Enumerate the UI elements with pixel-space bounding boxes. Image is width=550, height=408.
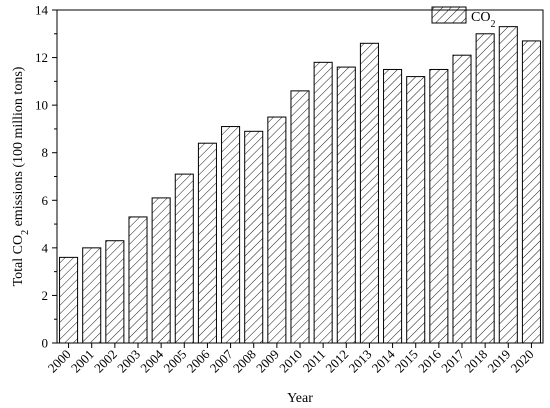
y-axis-title-subscript: 2	[20, 230, 31, 235]
x-tick-label: 2004	[137, 346, 166, 375]
bar-2008	[244, 130, 264, 344]
x-tick-label: 2016	[415, 346, 444, 375]
x-tick-label: 2013	[346, 347, 375, 376]
bars	[59, 26, 541, 344]
x-tick-label: 2008	[230, 347, 259, 376]
bar-2019	[498, 26, 518, 344]
bar-2018	[475, 33, 495, 344]
x-tick-label: 2010	[276, 347, 305, 376]
y-tick-label: 4	[42, 240, 49, 255]
bar-2001	[82, 247, 102, 344]
y-tick-label: 12	[35, 50, 48, 65]
x-axis-title: Year	[287, 391, 313, 406]
legend-label: CO2	[471, 10, 495, 30]
bar-2003	[128, 216, 148, 344]
plot-frame	[56, 9, 544, 344]
bar-2015	[406, 76, 426, 344]
x-tick-label: 2019	[484, 347, 513, 376]
legend: CO2	[431, 6, 495, 30]
x-tick-label: 2000	[45, 347, 74, 376]
bar-2005	[174, 173, 194, 344]
bar-2016	[429, 68, 449, 344]
bar-2014	[383, 68, 403, 344]
bar-2012	[336, 66, 356, 344]
x-tick-label: 2017	[438, 346, 467, 375]
y-tick-label: 14	[35, 3, 49, 18]
bar-2013	[359, 42, 379, 344]
x-tick-label: 2009	[253, 347, 282, 376]
bar-2011	[313, 61, 333, 344]
x-tick-label: 2018	[461, 347, 490, 376]
x-tick-label: 2014	[369, 346, 398, 375]
y-axis-title: Total CO2 emissions (100 million tons)	[11, 66, 31, 286]
legend-swatch	[431, 6, 467, 24]
x-tick-label: 2011	[300, 347, 329, 376]
y-tick-label: 2	[42, 288, 49, 303]
bar-2004	[151, 197, 171, 344]
y-tick-label: 6	[42, 193, 49, 208]
x-tick-label: 2020	[508, 347, 537, 376]
x-tick-label: 2012	[322, 347, 351, 376]
x-tick-label: 2001	[68, 347, 97, 376]
y-tick-label: 10	[35, 98, 48, 113]
legend-label-main: CO	[471, 10, 490, 25]
x-axis-ticks: 2000200120022003200420052006200720082009…	[45, 343, 537, 376]
y-tick-label: 8	[42, 145, 49, 160]
x-tick-label: 2015	[392, 347, 421, 376]
bar-2010	[290, 90, 310, 344]
bar-2007	[221, 126, 241, 344]
bar-2020	[521, 40, 541, 344]
x-tick-label: 2005	[160, 347, 189, 376]
x-tick-label: 2002	[91, 347, 120, 376]
bar-2006	[197, 142, 217, 344]
legend-label-subscript: 2	[490, 19, 495, 30]
y-axis-ticks: 0 2 4 6 8 10 12 14	[35, 3, 57, 351]
bar-2009	[267, 116, 287, 344]
bar-2000	[59, 256, 79, 344]
x-tick-label: 2006	[184, 346, 213, 375]
x-tick-label: 2007	[207, 346, 236, 375]
y-tick-label: 0	[42, 336, 49, 351]
y-axis-title-suffix: emissions (100 million tons)	[11, 66, 26, 230]
y-axis-title-prefix: Total CO	[11, 235, 26, 287]
x-tick-label: 2003	[114, 347, 143, 376]
bar-2017	[452, 54, 472, 344]
bar-2002	[105, 240, 125, 344]
